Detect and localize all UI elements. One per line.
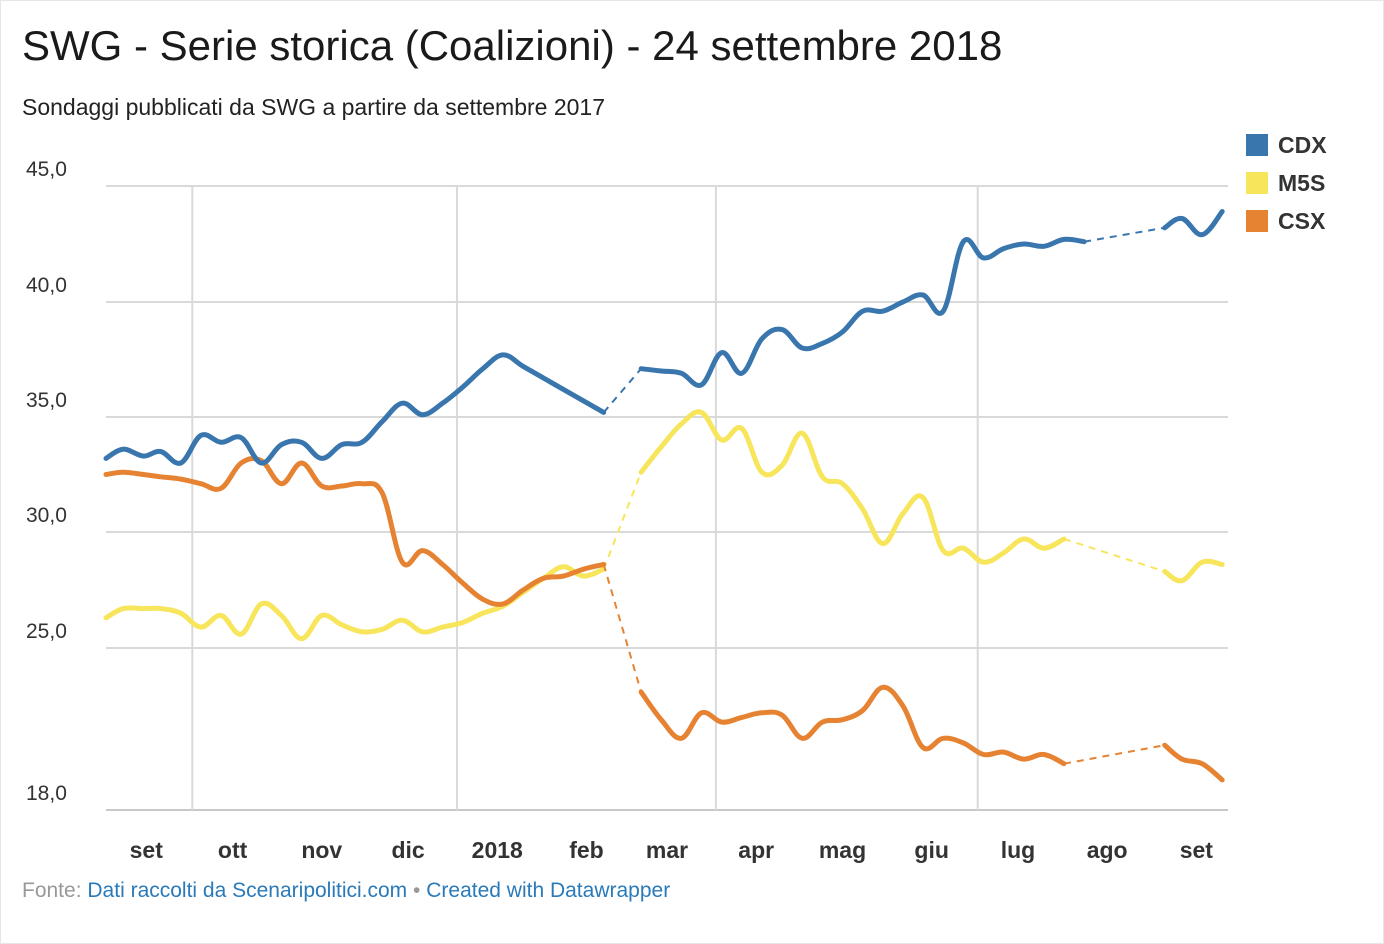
- series-line-gap-cdx: [1083, 226, 1165, 243]
- x-tick-label: dic: [391, 837, 424, 863]
- legend-label-m5s: M5S: [1278, 169, 1326, 196]
- y-tick-label: 18,0: [26, 782, 67, 805]
- grid: [106, 185, 1228, 811]
- y-axis-ticks: 45,0 40,0 35,0 30,0 25,0 18,0: [26, 158, 67, 805]
- x-tick-label: 2018: [472, 837, 523, 863]
- series-line-gap-m5s: [602, 471, 643, 570]
- x-tick-label: lug: [1001, 837, 1036, 863]
- x-tick-label: feb: [569, 837, 604, 863]
- legend-label-csx: CSX: [1278, 207, 1326, 234]
- series-line-gap-csx: [1063, 744, 1165, 765]
- footer: Fonte: Dati raccolti da Scenaripolitici.…: [22, 879, 670, 903]
- series-line-gap-csx: [602, 564, 643, 693]
- series-line-cdx: [638, 236, 1087, 388]
- x-tick-label: set: [130, 837, 164, 863]
- legend-label-cdx: CDX: [1278, 131, 1327, 158]
- chart-title: SWG - Serie storica (Coalizioni) - 24 se…: [22, 22, 1003, 69]
- legend-item-m5s: M5S: [1246, 164, 1327, 202]
- footer-separator: •: [413, 879, 421, 902]
- legend: CDX M5S CSX: [1246, 126, 1327, 240]
- y-tick-label: 25,0: [26, 620, 67, 643]
- series-line-csx: [638, 684, 1067, 767]
- x-tick-label: ago: [1087, 837, 1128, 863]
- footer-source-prefix: Fonte:: [22, 879, 82, 902]
- series-line-gap-m5s: [1063, 538, 1166, 573]
- x-tick-label: mar: [646, 837, 688, 863]
- chart-subtitle: Sondaggi pubblicati da SWG a partire da …: [22, 94, 606, 120]
- x-tick-label: giu: [914, 837, 949, 863]
- series-line-csx: [103, 455, 607, 607]
- series-line-csx: [1162, 742, 1225, 783]
- series-m5s: [103, 409, 1225, 642]
- series-line-m5s: [103, 564, 607, 642]
- series-cdx: [103, 209, 1225, 466]
- footer-credit-link[interactable]: Created with Datawrapper: [426, 879, 671, 902]
- series-line-m5s: [638, 409, 1067, 565]
- footer-source-link[interactable]: Dati raccolti da Scenaripolitici.com: [87, 879, 408, 902]
- y-tick-label: 35,0: [26, 389, 67, 412]
- legend-item-cdx: CDX: [1246, 126, 1327, 164]
- legend-swatch-csx: [1246, 210, 1268, 232]
- series-lines: [103, 209, 1225, 783]
- legend-swatch-m5s: [1246, 172, 1268, 194]
- series-line-cdx: [103, 352, 607, 466]
- y-tick-label: 30,0: [26, 504, 67, 527]
- x-tick-label: set: [1180, 837, 1214, 863]
- series-line-cdx: [1162, 209, 1225, 238]
- series-csx: [103, 455, 1225, 783]
- legend-swatch-cdx: [1246, 134, 1268, 156]
- series-line-gap-cdx: [602, 368, 642, 414]
- series-line-m5s: [1162, 558, 1225, 584]
- x-tick-label: apr: [738, 837, 774, 863]
- x-tick-label: mag: [819, 837, 866, 863]
- x-tick-label: ott: [218, 837, 248, 863]
- y-tick-label: 45,0: [26, 158, 67, 181]
- x-tick-label: nov: [301, 837, 342, 863]
- y-tick-label: 40,0: [26, 274, 67, 297]
- x-axis-ticks: set ott nov dic 2018 feb mar apr mag giu lug ago set: [130, 837, 1214, 863]
- legend-item-csx: CSX: [1246, 202, 1327, 240]
